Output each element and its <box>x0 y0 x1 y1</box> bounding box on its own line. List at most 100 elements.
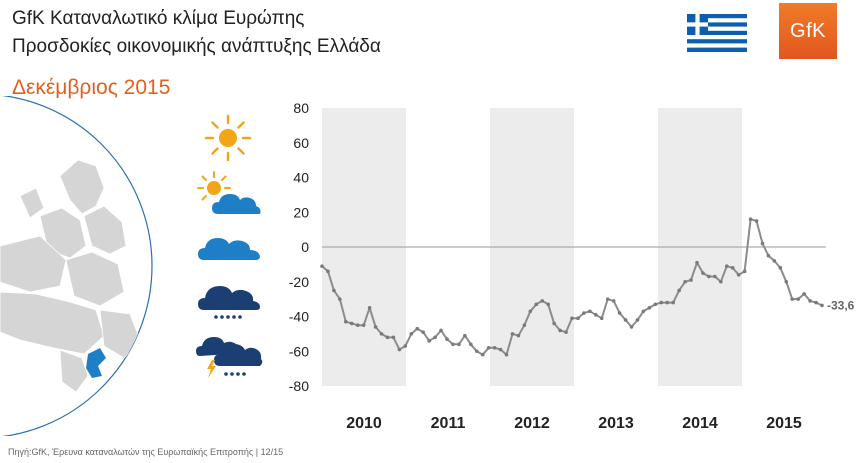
end-value-label: -33,6 <box>827 298 855 312</box>
y-tick-label: -40 <box>289 309 309 325</box>
y-tick-label: 80 <box>293 100 309 116</box>
data-point <box>361 323 366 327</box>
data-point <box>457 342 461 347</box>
data-point <box>588 309 592 314</box>
y-tick-label: 60 <box>293 135 309 151</box>
data-point <box>421 330 425 334</box>
data-point <box>707 274 711 279</box>
data-point <box>820 303 824 308</box>
y-tick-label: 0 <box>301 239 309 255</box>
data-point <box>665 300 670 305</box>
data-point <box>713 274 717 279</box>
data-point <box>677 288 681 293</box>
x-year-label: 2015 <box>766 415 802 432</box>
data-point <box>492 345 497 350</box>
data-point <box>498 347 503 352</box>
data-point <box>445 337 449 341</box>
data-point <box>766 253 771 258</box>
data-point <box>474 349 479 354</box>
data-point <box>760 241 765 246</box>
data-point <box>695 260 699 265</box>
data-point <box>415 326 420 331</box>
data-point <box>582 311 586 315</box>
data-point <box>611 299 616 303</box>
series-points <box>320 217 824 357</box>
data-point <box>629 325 634 329</box>
data-point <box>373 325 378 329</box>
data-point <box>641 309 646 314</box>
data-point <box>344 319 348 324</box>
data-point <box>486 345 491 350</box>
data-point <box>409 332 414 336</box>
data-point <box>433 335 437 340</box>
y-axis-ticks: 80 60 40 20 0 -20 -40 -60 -80 <box>289 100 309 394</box>
data-point <box>802 292 806 296</box>
data-point <box>397 347 402 352</box>
data-point <box>570 316 574 321</box>
data-point <box>403 344 408 348</box>
sun-icon <box>204 114 252 162</box>
data-point <box>748 217 753 221</box>
data-point <box>558 328 562 333</box>
data-point <box>338 297 342 301</box>
data-point <box>367 306 372 310</box>
data-point <box>623 318 628 322</box>
data-point <box>808 299 812 303</box>
x-year-label: 2014 <box>682 415 718 432</box>
cloud-icon <box>198 238 260 260</box>
data-point <box>534 302 539 307</box>
data-point <box>689 278 693 282</box>
data-point <box>790 297 795 301</box>
data-point <box>379 332 384 336</box>
data-point <box>617 311 622 315</box>
gfk-logo: GfK <box>779 3 837 59</box>
data-point <box>594 312 598 317</box>
data-point <box>391 335 396 340</box>
data-point <box>796 297 800 301</box>
data-point <box>736 273 741 277</box>
greece-highlight <box>86 348 106 378</box>
data-point <box>469 342 473 347</box>
data-point <box>504 352 509 357</box>
y-tick-label: -80 <box>289 378 309 394</box>
storm-cloud-icon <box>196 337 263 378</box>
data-point <box>605 297 610 301</box>
y-tick-label: 40 <box>293 170 309 186</box>
data-point <box>552 321 556 326</box>
data-point <box>647 306 652 310</box>
data-point <box>772 259 777 263</box>
data-point <box>385 335 390 340</box>
data-point <box>778 266 783 270</box>
data-point <box>599 316 604 321</box>
y-tick-label: -20 <box>289 274 309 290</box>
data-point <box>439 328 443 333</box>
data-point <box>730 266 735 270</box>
period-label: Δεκέμβριος 2015 <box>12 76 171 99</box>
data-point <box>355 323 360 327</box>
data-point <box>427 339 431 343</box>
data-point <box>349 321 354 326</box>
data-point <box>540 299 545 303</box>
data-point <box>784 279 789 284</box>
data-point <box>814 300 818 305</box>
data-point <box>320 264 324 268</box>
data-point <box>742 269 747 274</box>
data-point <box>635 318 640 322</box>
data-point <box>451 342 455 347</box>
data-point <box>546 302 550 307</box>
data-point <box>754 219 759 223</box>
europe-map <box>0 96 153 436</box>
y-tick-label: -60 <box>289 343 309 359</box>
data-point <box>510 332 515 336</box>
x-year-label: 2013 <box>598 415 634 432</box>
y-tick-label: 20 <box>293 204 309 220</box>
greece-flag-icon <box>687 14 747 52</box>
chart-subtitle: Προσδοκίες οικονομικής ανάπτυξης Ελλάδα <box>12 36 381 57</box>
data-point <box>653 302 658 307</box>
x-year-label: 2012 <box>514 415 550 432</box>
data-point <box>522 323 527 327</box>
data-point <box>528 309 533 314</box>
data-point <box>480 352 485 357</box>
chart-title: GfK Καταναλωτικό κλίμα Ευρώπης <box>12 8 305 29</box>
